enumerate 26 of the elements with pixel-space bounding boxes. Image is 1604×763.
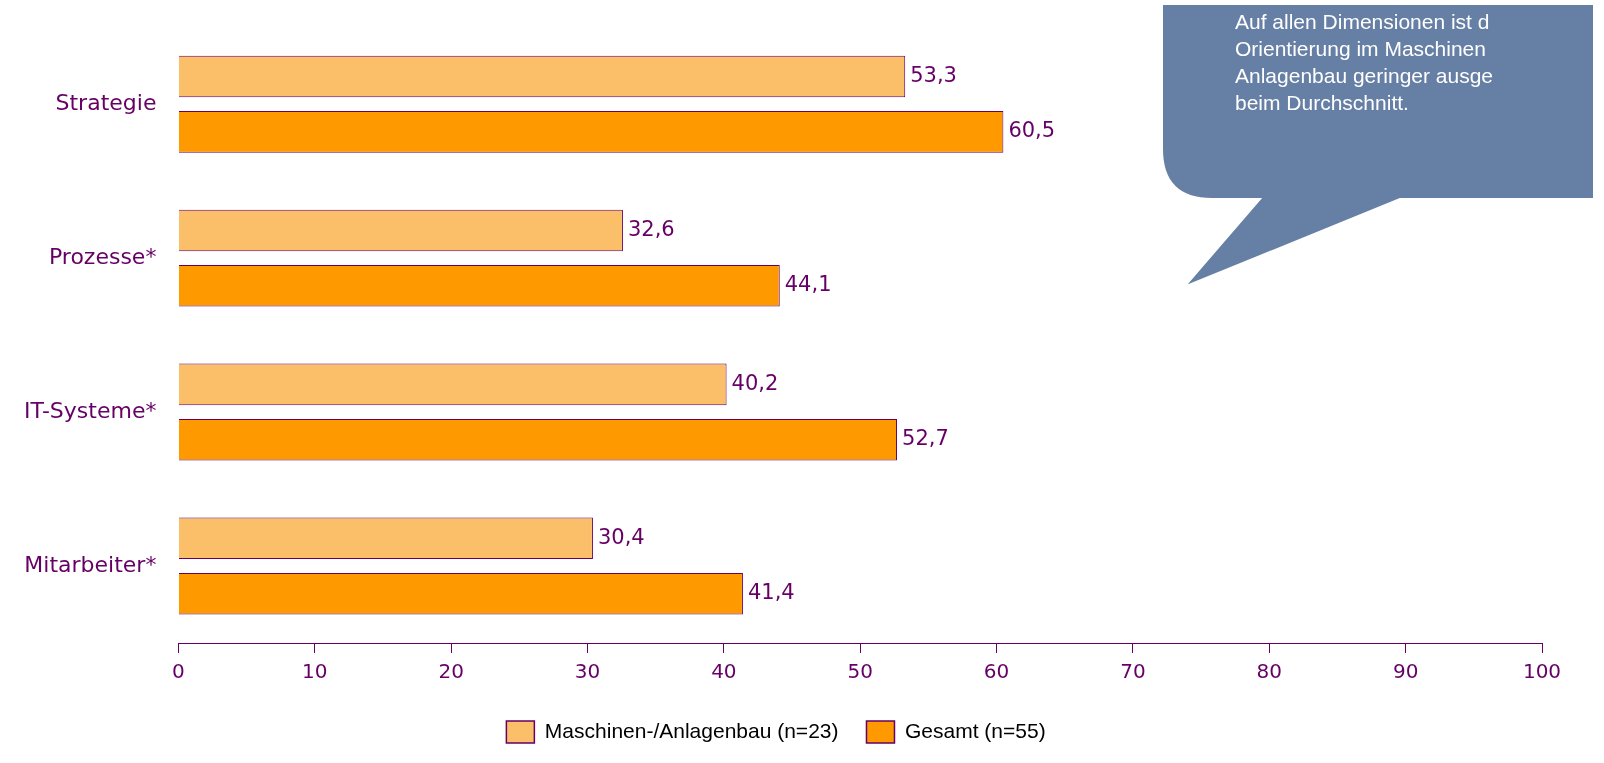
x-tick-label: 90 <box>1392 659 1419 684</box>
x-tick-label: 70 <box>1120 659 1146 684</box>
x-tick-label: 100 <box>1522 659 1562 684</box>
y-tick-label: Prozesse* <box>48 243 157 269</box>
x-tick-label: 30 <box>574 659 601 684</box>
x-tick-label: 10 <box>302 659 328 684</box>
data-label: 30,4 <box>597 524 645 549</box>
data-label: 52,7 <box>902 426 949 451</box>
y-tick-label: IT-Systeme* <box>24 397 157 423</box>
x-tick-label: 40 <box>711 659 737 684</box>
x-tick-label: 50 <box>847 659 873 684</box>
data-label: 60,5 <box>1008 118 1056 143</box>
legend-label: Maschinen-/Anlagenbau (n=23) <box>544 718 839 742</box>
y-tick-label: Strategie <box>55 89 157 115</box>
data-label: 32,6 <box>627 216 675 241</box>
x-tick-label: 60 <box>983 659 1010 684</box>
data-label: 41,4 <box>747 580 795 605</box>
data-label: 53,3 <box>910 62 957 87</box>
x-tick-label: 0 <box>172 659 185 684</box>
annotation: Auf allen Dimensionen ist d Orientierung im Maschinen Anlagenbau geringer ausge beim Durchschnitt. <box>1235 9 1494 116</box>
data-label: 44,1 <box>784 272 832 297</box>
x-tick-label: 20 <box>438 659 464 684</box>
legend-label: Gesamt (n=55) <box>904 718 1046 742</box>
y-tick-label: Mitarbeiter* <box>24 551 157 577</box>
data-label: 40,2 <box>731 370 779 395</box>
x-tick-label: 80 <box>1256 659 1283 684</box>
